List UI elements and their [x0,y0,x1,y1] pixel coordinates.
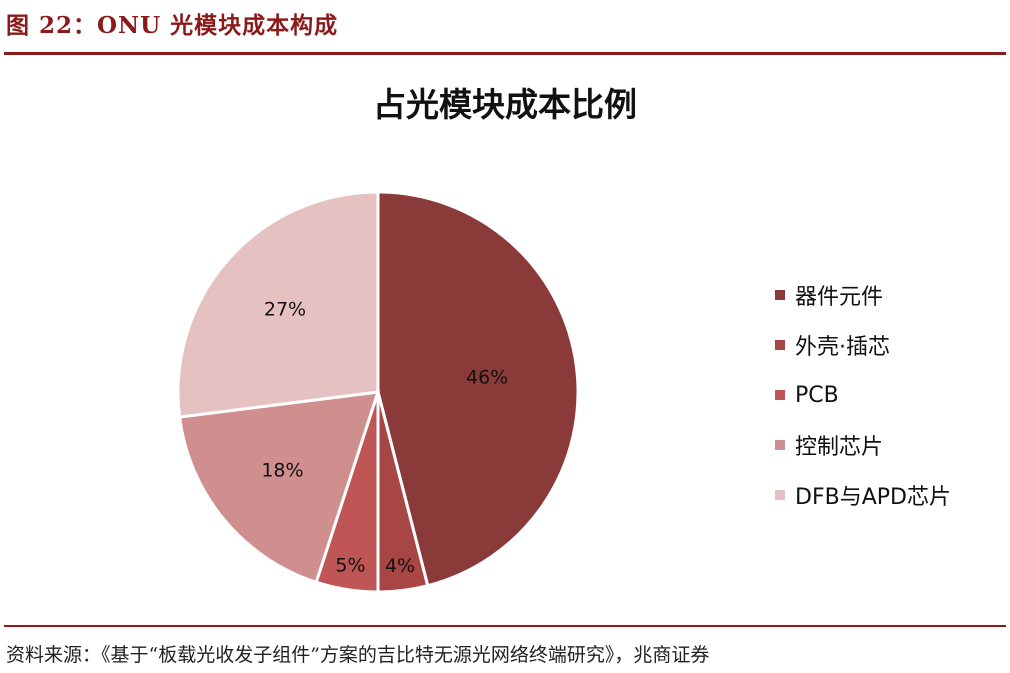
slice-label: 18% [261,460,303,482]
pie-slice [177,390,381,585]
legend-swatch [775,490,785,500]
header-rule [4,52,1006,55]
legend-swatch [775,440,785,450]
legend-label: PCB [795,382,839,408]
slice-label: 46% [466,367,508,389]
legend-label: DFB与APD芯片 [795,485,951,510]
legend-label: 外壳·插芯 [795,335,890,360]
legend-item: DFB与APD芯片 [775,470,951,520]
legend-swatch [775,340,785,350]
pie-slice [176,190,380,419]
legend-item: 控制芯片 [775,420,951,470]
chart-legend: 器件元件 外壳·插芯 PCB 控制芯片 DFB与APD芯片 [775,270,951,520]
legend-swatch [775,290,785,300]
legend-label: 控制芯片 [795,435,884,460]
pie-slice [376,190,580,588]
legend-item: PCB [775,370,951,420]
footer-rule [4,625,1006,627]
figure-header: 图 22：ONU 光模块成本构成 [6,12,339,39]
legend-label: 器件元件 [795,285,884,310]
legend-item: 器件元件 [775,270,951,320]
legend-swatch [775,390,785,400]
slice-label: 27% [264,298,306,320]
slice-label: 4% [385,555,415,577]
legend-item: 外壳·插芯 [775,320,951,370]
source-note: 资料来源：《基于“板载光收发子组件”方案的吉比特无源光网络终端研究》，兆商证券 [6,644,710,666]
chart-title: 占光模块成本比例 [373,85,637,124]
slice-label: 5% [335,554,365,576]
